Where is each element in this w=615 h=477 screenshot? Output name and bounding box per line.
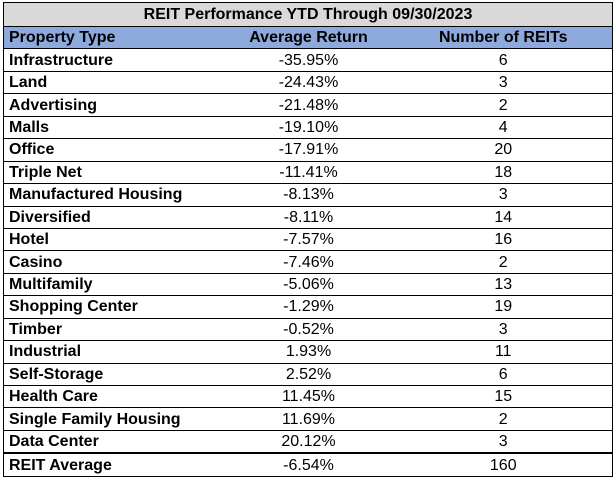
- property-type-cell: Timber: [3, 318, 223, 342]
- reit-performance-table: REIT Performance YTD Through 09/30/2023 …: [3, 2, 613, 477]
- table-title: REIT Performance YTD Through 09/30/2023: [3, 2, 613, 27]
- property-type-cell: Office: [3, 138, 223, 162]
- table-row: Triple Net -11.41% 18: [3, 161, 613, 185]
- number-of-reits-cell: 3: [394, 430, 613, 454]
- number-of-reits-cell: 19: [394, 295, 613, 319]
- table-row: Data Center 20.12% 3: [3, 430, 613, 454]
- average-return-cell: 1.93%: [222, 340, 395, 364]
- number-of-reits-cell: 2: [394, 93, 613, 117]
- average-return-cell: 2.52%: [222, 363, 395, 387]
- number-of-reits-cell: 6: [394, 363, 613, 387]
- property-type-cell: Self-Storage: [3, 363, 223, 387]
- number-of-reits-cell: 3: [394, 71, 613, 95]
- property-type-cell: Diversified: [3, 206, 223, 229]
- average-return-cell: 11.69%: [222, 407, 395, 431]
- property-type-cell: Malls: [3, 116, 223, 140]
- property-type-cell: Data Center: [3, 430, 223, 454]
- property-type-cell: Hotel: [3, 228, 223, 252]
- table-row: Self-Storage 2.52% 6: [3, 363, 613, 387]
- table-row: Casino -7.46% 2: [3, 250, 613, 274]
- average-return-cell: -24.43%: [222, 71, 395, 95]
- number-of-reits-cell: 20: [394, 138, 613, 162]
- average-return-cell: -8.11%: [222, 206, 395, 229]
- table-row: Manufactured Housing -8.13% 3: [3, 183, 613, 207]
- column-header-average-return: Average Return: [222, 25, 395, 50]
- reit-performance-table-container: REIT Performance YTD Through 09/30/2023 …: [3, 2, 613, 477]
- average-return-cell: -1.29%: [222, 295, 395, 319]
- average-return-cell: -21.48%: [222, 93, 395, 117]
- table-row: Malls -19.10% 4: [3, 116, 613, 140]
- table-row: Infrastructure -35.95% 6: [3, 48, 613, 72]
- number-of-reits-cell: 2: [394, 407, 613, 431]
- number-of-reits-cell: 3: [394, 183, 613, 207]
- average-return-cell: -5.06%: [222, 273, 395, 297]
- number-of-reits-cell: 4: [394, 116, 613, 140]
- average-return-cell: -0.52%: [222, 318, 395, 342]
- average-return-cell: -7.46%: [222, 250, 395, 274]
- table-body: Infrastructure -35.95% 6 Land -24.43% 3 Advert…: [3, 48, 613, 454]
- property-type-cell: Casino: [3, 250, 223, 274]
- property-type-cell: Infrastructure: [3, 48, 223, 72]
- table-row: Single Family Housing 11.69% 2: [3, 407, 613, 431]
- column-header-number-of-reits: Number of REITs: [394, 25, 613, 50]
- average-return-cell: -7.57%: [222, 228, 395, 252]
- table-row: Health Care 11.45% 15: [3, 385, 613, 409]
- table-title-row: REIT Performance YTD Through 09/30/2023: [3, 2, 613, 27]
- average-return-cell: -17.91%: [222, 138, 395, 162]
- table-row: Land -24.43% 3: [3, 71, 613, 95]
- average-return-cell: 20.12%: [222, 430, 395, 454]
- table-row: Office -17.91% 20: [3, 138, 613, 162]
- number-of-reits-cell: 6: [394, 48, 613, 72]
- average-return-cell: -35.95%: [222, 48, 395, 72]
- number-of-reits-cell: 14: [394, 206, 613, 229]
- property-type-cell: Single Family Housing: [3, 407, 223, 431]
- average-return-cell: 11.45%: [222, 385, 395, 409]
- number-of-reits-cell: 3: [394, 318, 613, 342]
- table-row: Hotel -7.57% 16: [3, 228, 613, 252]
- column-header-row: Property Type Average Return Number of R…: [3, 25, 613, 50]
- property-type-cell: Health Care: [3, 385, 223, 409]
- property-type-cell: Manufactured Housing: [3, 183, 223, 207]
- number-of-reits-cell: 2: [394, 250, 613, 274]
- number-of-reits-cell: 13: [394, 273, 613, 297]
- number-of-reits-cell: 16: [394, 228, 613, 252]
- table-row: Multifamily -5.06% 13: [3, 273, 613, 297]
- column-header-property-type: Property Type: [3, 25, 223, 50]
- table-row: Diversified -8.11% 14: [3, 206, 613, 229]
- table-row: Shopping Center -1.29% 19: [3, 295, 613, 319]
- number-of-reits-cell: 11: [394, 340, 613, 364]
- property-type-cell: Advertising: [3, 93, 223, 117]
- property-type-cell: Land: [3, 71, 223, 95]
- property-type-cell: Shopping Center: [3, 295, 223, 319]
- number-of-reits-cell: 18: [394, 161, 613, 185]
- average-return-cell: -11.41%: [222, 161, 395, 185]
- property-type-cell: Multifamily: [3, 273, 223, 297]
- property-type-cell: Industrial: [3, 340, 223, 364]
- number-of-reits-cell: 15: [394, 385, 613, 409]
- average-return-cell: -19.10%: [222, 116, 395, 140]
- table-row: Timber -0.52% 3: [3, 318, 613, 342]
- table-row: Industrial 1.93% 11: [3, 340, 613, 364]
- average-return-cell: -8.13%: [222, 183, 395, 207]
- property-type-cell: Triple Net: [3, 161, 223, 185]
- table-row: Advertising -21.48% 2: [3, 93, 613, 117]
